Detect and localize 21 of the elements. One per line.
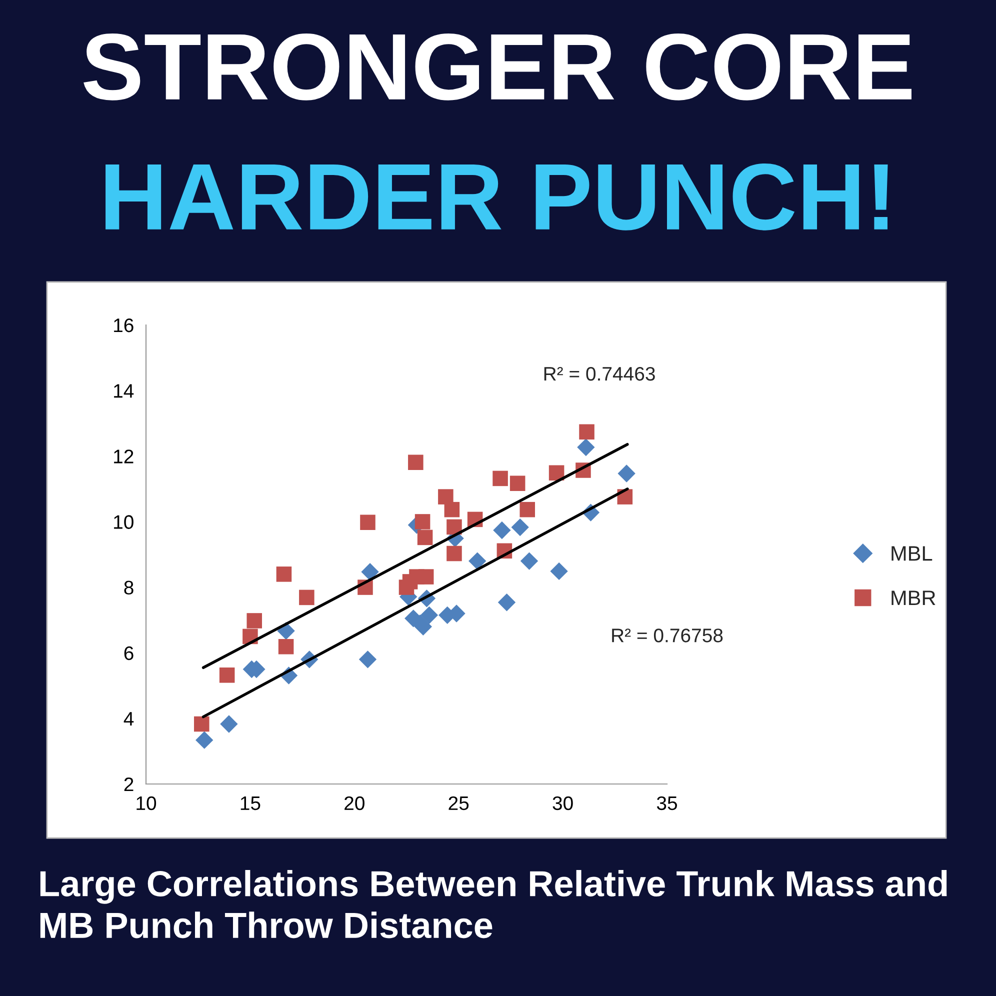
legend-label: MBL xyxy=(892,546,932,561)
y-tick-label: 10 xyxy=(114,515,134,529)
text: Large Correlations Between Relative Trunk Mass and MB Punch Throw Distance xyxy=(40,870,947,938)
y-tick-label: 12 xyxy=(114,450,134,464)
chart-subtitle: HARDER PUNCH! xyxy=(106,163,888,230)
annotation: R² = 0.76758 xyxy=(612,628,723,642)
x-tick-label: 35 xyxy=(656,796,677,810)
y-tick-label: 8 xyxy=(124,580,134,595)
x-tick-label: 30 xyxy=(552,796,573,810)
legend-label: MBR xyxy=(892,590,936,606)
y-tick-label: 6 xyxy=(124,646,134,660)
x-tick-label: 15 xyxy=(240,796,260,810)
x-tick-label: 10 xyxy=(136,796,156,810)
y-tick-label: 14 xyxy=(114,384,134,398)
x-tick-label: 20 xyxy=(344,796,364,810)
y-tick-label: 2 xyxy=(124,777,134,792)
x-tick-label: 25 xyxy=(448,796,469,810)
y-tick-label: 16 xyxy=(114,318,134,332)
annotation: R² = 0.74463 xyxy=(544,366,655,381)
y-tick-label: 4 xyxy=(124,712,134,726)
chart-title: STRONGER CORE xyxy=(84,33,912,100)
